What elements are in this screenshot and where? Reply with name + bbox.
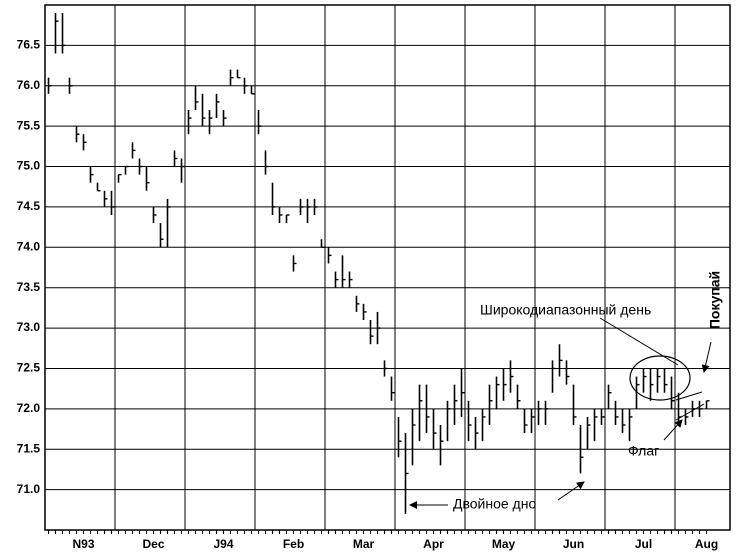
y-tick-label: 75.5 <box>17 118 41 132</box>
flag-arrow <box>663 419 683 441</box>
y-tick-label: 71.5 <box>17 441 41 455</box>
x-tick-label: Aug <box>695 537 718 551</box>
x-tick-label: May <box>492 537 516 551</box>
x-tick-label: Apr <box>423 537 444 551</box>
x-tick-label: J94 <box>213 537 233 551</box>
y-tick-label: 71.0 <box>17 482 41 496</box>
y-tick-label: 72.0 <box>17 401 41 415</box>
annotation: Широкодиапазонный день <box>480 302 651 318</box>
vertical-grid <box>48 5 707 534</box>
flag-line <box>675 391 703 401</box>
x-tick-label: Mar <box>353 537 375 551</box>
y-tick-label: 73.0 <box>17 320 41 334</box>
annotation: Покупай <box>707 271 723 329</box>
annotation: Двойное дно <box>453 496 536 512</box>
x-tick-label: Jul <box>635 537 652 551</box>
x-tick-label: Jun <box>563 537 584 551</box>
y-tick-label: 74.5 <box>17 199 41 213</box>
plot-frame <box>44 4 731 531</box>
annotation: Флаг <box>628 443 659 459</box>
double-bottom-arrow <box>557 481 585 501</box>
y-tick-label: 73.5 <box>17 280 41 294</box>
y-tick-label: 76.0 <box>17 78 41 92</box>
y-tick-label: 76.5 <box>17 38 41 52</box>
x-tick-label: Feb <box>283 537 304 551</box>
x-tick-label: N93 <box>72 537 94 551</box>
wide-range-circle <box>629 355 691 401</box>
y-tick-label: 74.0 <box>17 239 41 253</box>
buy-arrow <box>701 341 712 373</box>
price-bars <box>47 13 710 514</box>
annotation-leader <box>599 317 679 366</box>
y-tick-label: 75.0 <box>17 159 41 173</box>
y-tick-label: 72.5 <box>17 361 41 375</box>
flag-line <box>675 403 705 421</box>
x-tick-label: Dec <box>142 537 164 551</box>
